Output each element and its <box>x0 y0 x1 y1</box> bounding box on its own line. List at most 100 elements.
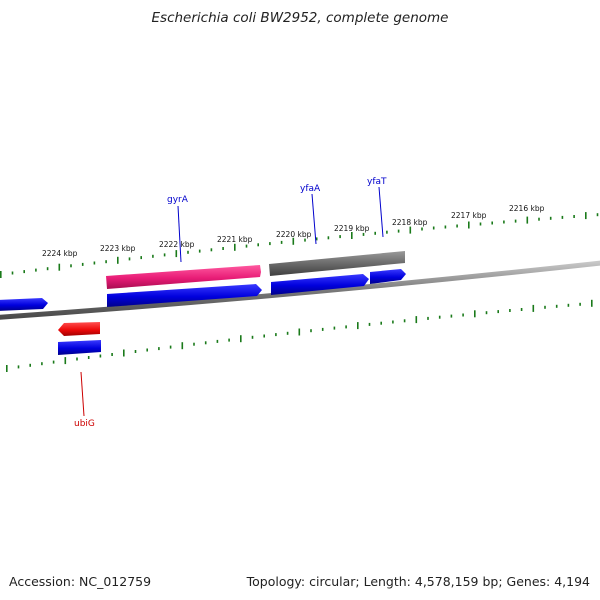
minor-tick <box>386 230 388 234</box>
minor-tick <box>345 325 347 329</box>
reverse-features <box>58 322 101 355</box>
minor-tick <box>269 242 271 246</box>
minor-tick <box>596 213 599 217</box>
major-tick <box>468 221 470 229</box>
minor-tick <box>17 365 20 369</box>
minor-tick <box>187 250 189 254</box>
feature-ubiG-reverse <box>58 322 100 336</box>
minor-tick <box>520 308 523 311</box>
minor-tick <box>514 219 517 223</box>
minor-tick <box>280 240 283 244</box>
feature-yfaA-cds <box>271 274 369 295</box>
minor-tick <box>251 335 254 339</box>
minor-tick <box>222 247 224 250</box>
minor-tick <box>392 320 394 324</box>
major-tick <box>0 271 2 278</box>
minor-tick <box>198 249 201 253</box>
minor-tick <box>41 362 43 366</box>
minor-tick <box>263 334 265 338</box>
minor-tick <box>450 314 453 318</box>
minor-tick <box>105 260 107 264</box>
minor-tick <box>403 319 406 323</box>
scale-label: 2220 kbp <box>276 230 312 239</box>
minor-tick <box>544 305 546 309</box>
major-tick <box>532 304 535 312</box>
major-tick <box>585 212 587 220</box>
minor-tick <box>46 267 49 271</box>
major-tick <box>409 226 412 234</box>
minor-tick <box>339 235 341 239</box>
minor-tick <box>257 243 259 247</box>
major-tick <box>240 335 242 343</box>
forward-features <box>0 251 406 311</box>
minor-tick <box>444 225 447 229</box>
feature-yfaT-cds <box>370 269 406 284</box>
major-tick <box>298 328 301 336</box>
outer-tick-track <box>0 212 599 278</box>
major-tick <box>526 216 529 224</box>
minor-tick <box>362 232 365 236</box>
minor-tick <box>210 248 213 252</box>
minor-tick <box>152 254 154 258</box>
scale-labels: 2224 kbp 2223 kbp 2222 kbp 2221 kbp 2220… <box>42 204 545 258</box>
minor-tick <box>93 261 96 265</box>
minor-tick <box>497 310 499 314</box>
minor-tick <box>81 262 84 266</box>
minor-tick <box>304 238 306 242</box>
genome-backbone <box>0 260 600 320</box>
minor-tick <box>286 331 289 335</box>
minor-tick <box>128 257 131 261</box>
minor-tick <box>158 347 160 351</box>
minor-tick <box>11 271 14 275</box>
scale-label: 2221 kbp <box>217 235 253 244</box>
gene-label-ubiG: ubiG <box>74 419 95 429</box>
minor-tick <box>216 339 219 343</box>
minor-tick <box>427 316 429 320</box>
minor-tick <box>315 237 318 241</box>
scale-label: 2217 kbp <box>451 211 487 220</box>
minor-tick <box>204 341 207 345</box>
minor-tick <box>432 226 435 230</box>
major-tick <box>6 365 8 372</box>
major-tick <box>234 243 236 251</box>
minor-tick <box>462 313 464 317</box>
feature-ubiG-cds <box>58 340 101 355</box>
minor-tick <box>333 326 336 330</box>
inner-tick-track <box>6 299 593 372</box>
minor-tick <box>327 236 330 240</box>
minor-tick <box>111 353 113 356</box>
gene-label-yfaA: yfaA <box>300 184 321 194</box>
minor-tick <box>380 321 382 325</box>
minor-tick <box>555 304 558 308</box>
gene-label-yfaT: yfaT <box>367 177 387 187</box>
scale-label: 2223 kbp <box>100 244 136 253</box>
minor-tick <box>321 327 324 331</box>
minor-tick <box>397 229 400 233</box>
minor-tick <box>163 253 166 257</box>
major-tick <box>351 232 353 239</box>
minor-tick <box>421 227 423 231</box>
scale-label: 2218 kbp <box>392 218 428 227</box>
major-tick <box>474 310 476 318</box>
feature-gyrA-rrna <box>106 265 261 289</box>
major-tick <box>181 342 184 350</box>
minor-tick <box>479 222 482 226</box>
minor-tick <box>275 333 277 337</box>
map-title: Escherichia coli BW2952, complete genome <box>151 10 449 26</box>
minor-tick <box>491 221 493 225</box>
minor-tick <box>35 268 37 272</box>
feature-cds <box>0 298 48 311</box>
minor-tick <box>567 303 570 307</box>
minor-tick <box>538 217 540 221</box>
minor-tick <box>76 357 78 361</box>
minor-tick <box>509 309 511 312</box>
major-tick <box>64 357 67 365</box>
minor-tick <box>561 215 564 219</box>
minor-tick <box>368 322 371 326</box>
major-tick <box>117 256 119 264</box>
gene-label-lines <box>80 186 384 417</box>
minor-tick <box>52 360 55 364</box>
minor-tick <box>134 350 137 353</box>
gene-label-gyrA: gyrA <box>167 195 189 205</box>
minor-tick <box>245 244 248 248</box>
